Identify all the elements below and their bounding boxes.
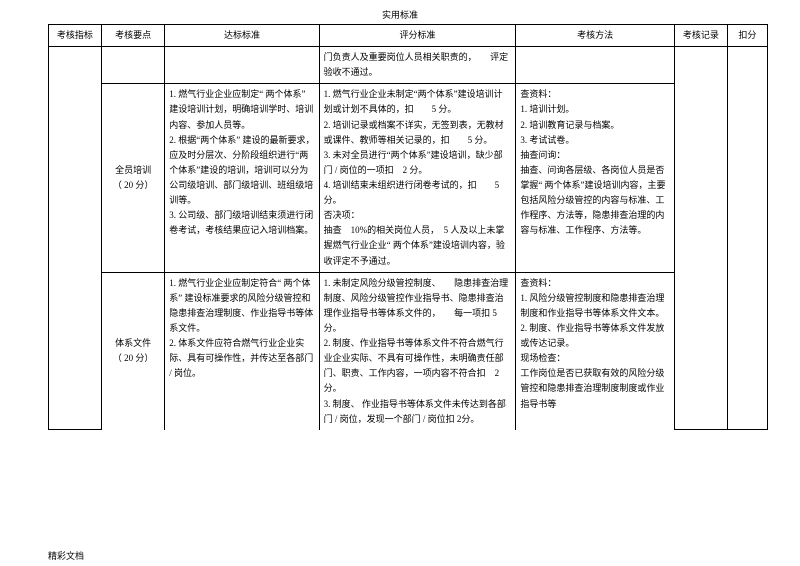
table-row: 门负责人及重要岗位人员相关职责的， 评定验收不通过。	[49, 47, 768, 84]
table-row: 体系文件 （ 20 分） 1. 燃气行业企业应制定符合“ 两个体系” 建设标准要…	[49, 272, 768, 430]
table-header-row: 考核指标 考核要点 达标标准 评分标准 考核方法 考核记录 扣分	[49, 25, 768, 47]
col-header-point: 考核要点	[101, 25, 164, 47]
cell-indicator	[49, 47, 102, 430]
col-header-method: 考核方法	[516, 25, 675, 47]
cell-standard	[165, 47, 319, 84]
col-header-scoring: 评分标准	[319, 25, 516, 47]
point-score: （ 20 分）	[106, 351, 160, 366]
cell-record	[674, 47, 727, 430]
point-title: 体系文件	[106, 336, 160, 351]
cell-point: 全员培训 （ 20 分）	[101, 84, 164, 272]
cell-deduct	[727, 47, 767, 430]
point-score: （ 20 分）	[106, 178, 160, 193]
table-row: 全员培训 （ 20 分） 1. 燃气行业企业应制定“ 两个体系” 建设培训计划，…	[49, 84, 768, 272]
col-header-standard: 达标标准	[165, 25, 319, 47]
cell-standard: 1. 燃气行业企业应制定符合“ 两个体系” 建设标准要求的风险分级管控和隐患排查…	[165, 272, 319, 430]
page-footer: 精彩文档	[48, 549, 84, 562]
cell-method: 查资料： 1. 风险分级管控制度和隐患排查治理制度和作业指导书等体系文件文本。 …	[516, 272, 675, 430]
cell-point	[101, 47, 164, 84]
col-header-record: 考核记录	[674, 25, 727, 47]
cell-standard: 1. 燃气行业企业应制定“ 两个体系” 建设培训计划，明确培训学时、培训内容、参…	[165, 84, 319, 272]
cell-method: 查资料： 1. 培训计划。 2. 培训教育记录与档案。 3. 考试试卷。 抽查问…	[516, 84, 675, 272]
cell-scoring: 1. 燃气行业企业未制定“两个体系”建设培训计划或计划不具体的，扣 5 分。 2…	[319, 84, 516, 272]
cell-scoring: 门负责人及重要岗位人员相关职责的， 评定验收不通过。	[319, 47, 516, 84]
assessment-table: 考核指标 考核要点 达标标准 评分标准 考核方法 考核记录 扣分 门负责人及重要…	[48, 24, 768, 430]
col-header-deduct: 扣分	[727, 25, 767, 47]
page-title: 实用标准	[0, 8, 800, 21]
col-header-indicator: 考核指标	[49, 25, 102, 47]
cell-scoring: 1. 未制定风险分级管控制度、 隐患排查治理制度、风险分级管控作业指导书、隐患排…	[319, 272, 516, 430]
point-title: 全员培训	[106, 163, 160, 178]
cell-point: 体系文件 （ 20 分）	[101, 272, 164, 430]
cell-method	[516, 47, 675, 84]
